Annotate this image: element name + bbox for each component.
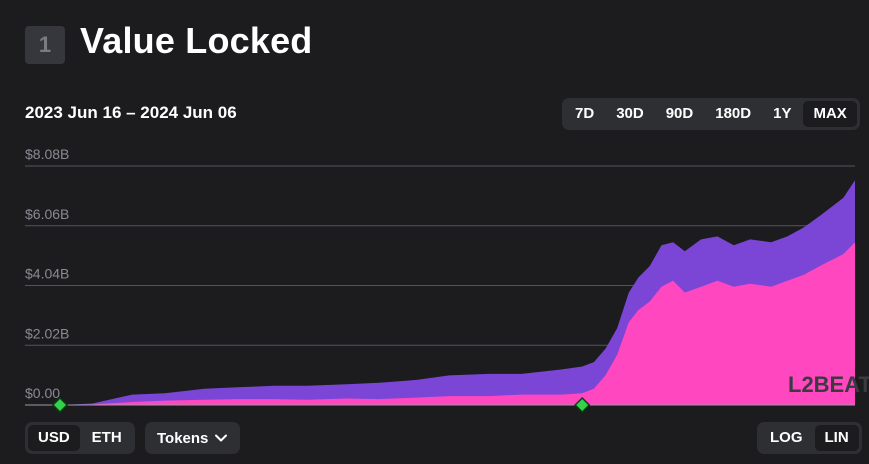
scale-log-button[interactable]: LOG [770, 429, 803, 446]
range-1y-button[interactable]: 1Y [773, 105, 792, 122]
time-range-selector: 7D 30D 90D 180D 1Y MAX [562, 98, 860, 130]
diamond-marker-icon [51, 396, 69, 414]
tokens-dropdown[interactable]: Tokens [145, 422, 241, 454]
y-tick-label: $6.06B [25, 206, 69, 222]
range-180d-button[interactable]: 180D [715, 105, 752, 122]
unit-eth-button[interactable]: ETH [91, 429, 122, 446]
y-tick-label: $8.08B [25, 146, 69, 162]
tokens-label: Tokens [157, 429, 209, 447]
chevron-down-icon [215, 434, 228, 442]
date-range-label: 2023 Jun 16 – 2024 Jun 06 [25, 103, 237, 122]
diamond-marker-icon [574, 396, 591, 414]
range-30d-button[interactable]: 30D [616, 105, 644, 122]
watermark-logo: L2BEAT [788, 372, 869, 397]
y-tick-label: $4.04B [25, 266, 69, 282]
area-canonical-series [25, 242, 855, 405]
section-number-badge: 1 [25, 26, 65, 64]
y-tick-label: $2.02B [25, 325, 69, 341]
unit-selector: USD ETH [25, 422, 135, 454]
unit-usd-button[interactable]: USD [28, 425, 80, 451]
page-title: Value Locked [80, 20, 313, 61]
scale-selector: LOG LIN [757, 422, 862, 454]
range-90d-button[interactable]: 90D [665, 105, 694, 122]
range-7d-button[interactable]: 7D [575, 105, 595, 122]
scale-lin-button[interactable]: LIN [814, 425, 859, 451]
range-max-button[interactable]: MAX [803, 101, 857, 127]
y-tick-label: $0.00 [25, 385, 60, 401]
